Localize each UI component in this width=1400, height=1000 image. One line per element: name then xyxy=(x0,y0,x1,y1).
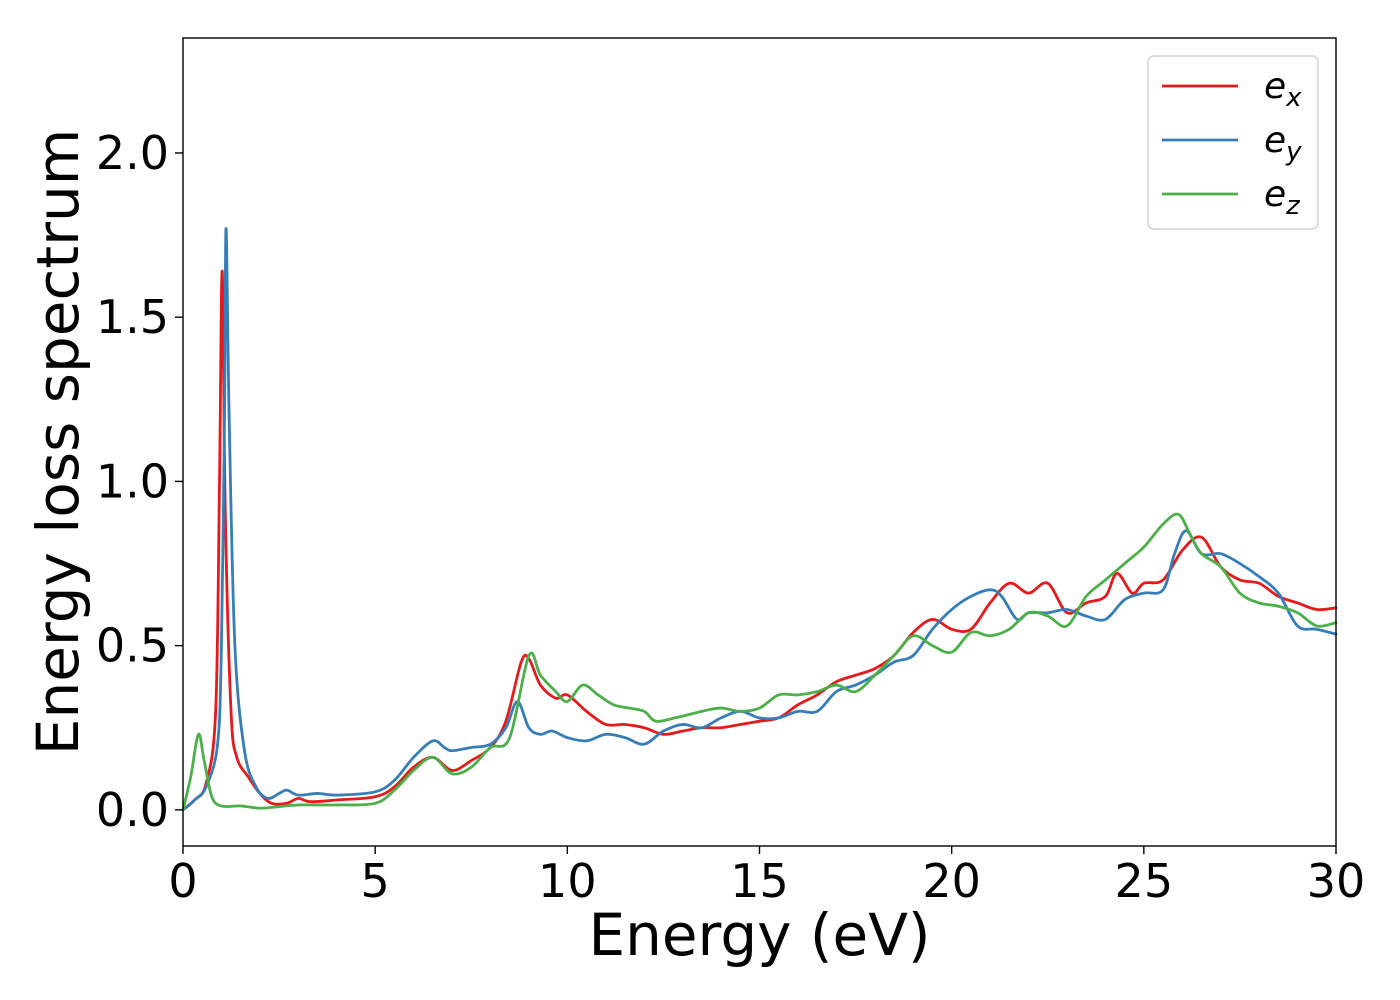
x-tick-label: 0 xyxy=(168,854,197,908)
x-tick-label: 30 xyxy=(1307,854,1366,908)
series-line-z xyxy=(181,512,1338,812)
legend-label-base: e xyxy=(1264,120,1286,161)
x-axis-ticks: 0 5 10 15 20 25 30 xyxy=(168,846,1365,908)
y-tick-label: 2.0 xyxy=(96,126,169,180)
legend-label-subscript: x xyxy=(1285,83,1302,113)
legend-label-z: ez xyxy=(1264,174,1301,221)
plot-area xyxy=(183,38,1336,846)
y-tick-label: 1.0 xyxy=(96,454,169,508)
legend-box xyxy=(1147,55,1319,230)
series-line-y xyxy=(181,227,1338,812)
legend-label-subscript: y xyxy=(1285,137,1302,167)
x-tick-label: 5 xyxy=(361,854,390,908)
x-tick-label: 10 xyxy=(538,854,597,908)
legend-label-x: ex xyxy=(1264,66,1302,113)
y-tick-label: 1.5 xyxy=(96,290,169,344)
series-layer xyxy=(181,227,1338,812)
x-axis-label: Energy (eV) xyxy=(588,901,930,969)
x-tick-label: 25 xyxy=(1115,854,1174,908)
legend-label-y: ey xyxy=(1264,120,1302,167)
legend-label-subscript: z xyxy=(1285,191,1301,221)
x-tick-label: 15 xyxy=(730,854,789,908)
y-axis-ticks: 0.0 0.5 1.0 1.5 2.0 xyxy=(96,126,183,837)
plot-frame xyxy=(182,37,1337,847)
legend-label-base: e xyxy=(1264,174,1286,215)
y-tick-label: 0.5 xyxy=(96,619,169,673)
x-tick-label: 20 xyxy=(922,854,981,908)
legend-label-base: e xyxy=(1264,66,1286,107)
y-axis-label: Energy loss spectrum xyxy=(24,129,92,755)
series-line-x xyxy=(181,269,1338,812)
y-tick-label: 0.0 xyxy=(96,783,169,837)
